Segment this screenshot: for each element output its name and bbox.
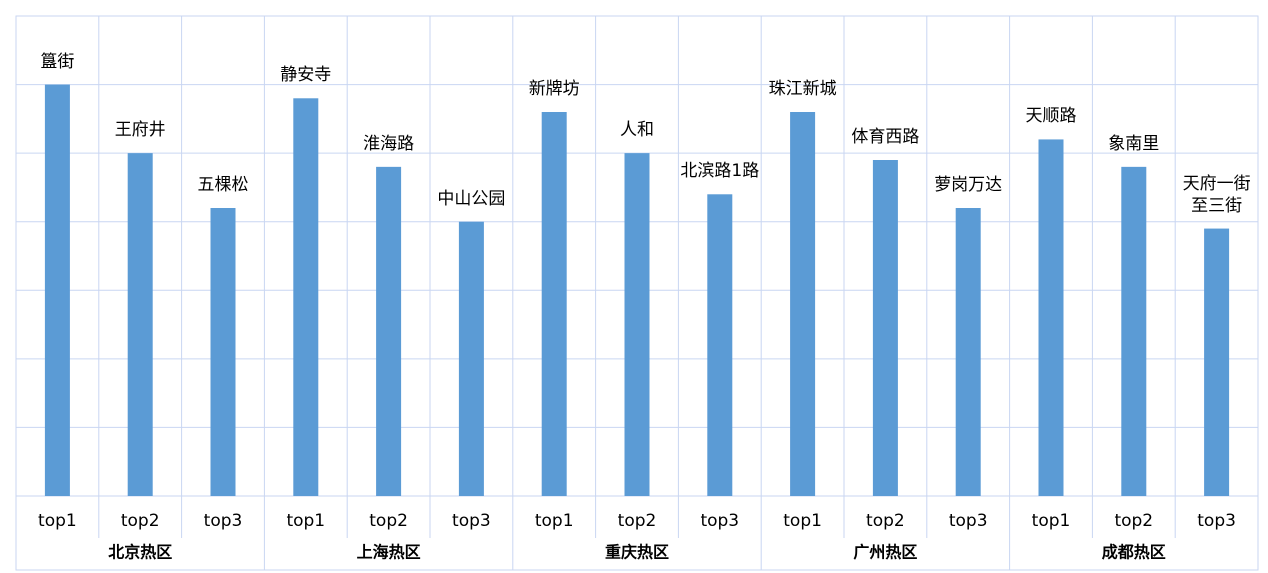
bar: [44, 84, 70, 497]
x-tick-label: top3: [1197, 511, 1236, 531]
bar-annotation: 中山公园: [437, 188, 506, 209]
bar-annotation: 人和: [620, 120, 654, 141]
x-tick-label: top3: [204, 511, 243, 531]
bar-annotation: 象南里: [1108, 133, 1160, 154]
x-tick-label: top3: [452, 511, 491, 531]
bar-annotation: 体育西路: [851, 127, 920, 147]
bar: [293, 98, 319, 497]
bar-annotation: 天府一街至三街: [1182, 173, 1251, 216]
x-tick-label: top1: [38, 511, 77, 531]
bar-annotation: 五棵松: [197, 175, 249, 195]
group-label: 成都热区: [1102, 543, 1166, 562]
bar: [127, 153, 153, 496]
bar-annotation: 天顺路: [1025, 106, 1077, 127]
x-tick-label: top2: [369, 511, 408, 531]
bar-annotation: 王府井: [114, 120, 166, 141]
bar-annotation: 萝岗万达: [934, 175, 1003, 195]
bar: [1038, 139, 1064, 496]
bar: [1204, 228, 1230, 497]
bar: [624, 153, 650, 496]
bar-annotation: 淮海路: [363, 133, 415, 154]
plot-border: [15, 15, 1259, 571]
bar: [376, 166, 402, 496]
bar-annotation: 北滨路1路: [680, 161, 760, 182]
bar-annotation: 珠江新城: [768, 79, 837, 99]
bar: [707, 194, 733, 497]
group-label: 上海热区: [357, 543, 421, 562]
x-tick-label: top1: [286, 511, 325, 531]
bar-annotation: 新牌坊: [528, 79, 580, 99]
x-tick-label: top1: [535, 511, 574, 531]
bar: [790, 112, 816, 496]
bar: [458, 221, 484, 496]
bar: [955, 208, 981, 496]
bar: [210, 208, 236, 496]
bar: [1121, 166, 1147, 496]
x-tick-label: top1: [1032, 511, 1071, 531]
x-tick-label: top2: [121, 511, 160, 531]
x-tick-label: top2: [1114, 511, 1153, 531]
x-tick-label: top3: [949, 511, 988, 531]
x-tick-label: top2: [866, 511, 905, 531]
x-tick-label: top2: [618, 511, 657, 531]
group-label: 北京热区: [108, 543, 172, 562]
bar: [872, 160, 898, 496]
x-tick-label: top3: [700, 511, 739, 531]
bar: [541, 112, 567, 496]
group-label: 广州热区: [853, 543, 917, 562]
x-tick-label: top1: [783, 511, 822, 531]
bar-annotation: 静安寺: [280, 65, 332, 86]
group-label: 重庆热区: [605, 543, 669, 562]
bar-annotation: 簋街: [40, 51, 75, 72]
